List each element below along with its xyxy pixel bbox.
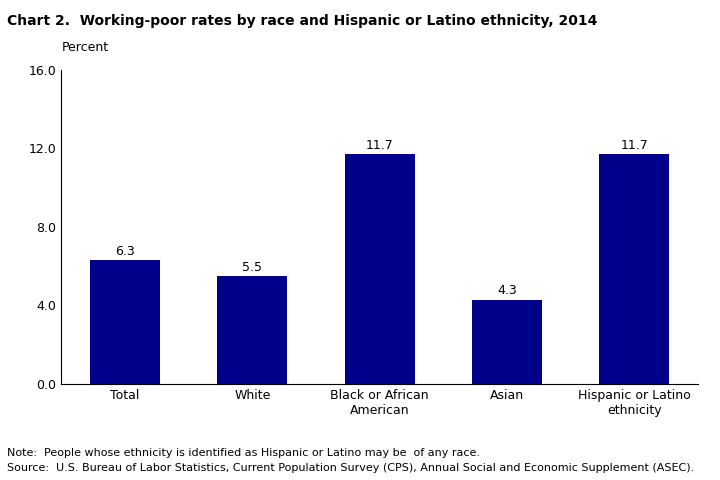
Bar [600,154,670,384]
Text: 6.3: 6.3 [115,245,135,258]
Bar [472,300,542,384]
Text: Source:  U.S. Bureau of Labor Statistics, Current Population Survey (CPS), Annua: Source: U.S. Bureau of Labor Statistics,… [7,463,695,473]
Text: 11.7: 11.7 [366,139,394,152]
Text: Note:  People whose ethnicity is identified as Hispanic or Latino may be  of any: Note: People whose ethnicity is identifi… [7,448,480,458]
Text: Percent: Percent [61,41,109,54]
Text: 4.3: 4.3 [498,284,517,297]
Bar [217,276,287,384]
Text: Chart 2.  Working-poor rates by race and Hispanic or Latino ethnicity, 2014: Chart 2. Working-poor rates by race and … [7,14,598,28]
Text: 5.5: 5.5 [243,261,263,274]
Bar [345,154,415,384]
Text: 11.7: 11.7 [621,139,648,152]
Bar [90,260,160,384]
